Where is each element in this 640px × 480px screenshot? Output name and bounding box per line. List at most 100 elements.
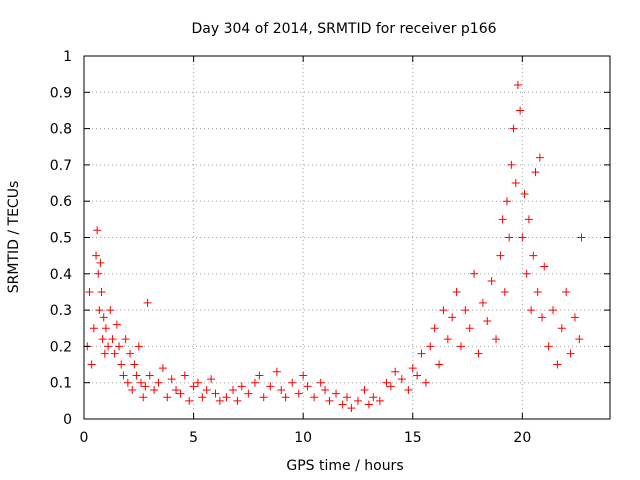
data-point [382,378,391,387]
data-point [575,335,584,344]
data-point [106,306,115,315]
data-point [281,393,290,402]
data-point [413,371,422,380]
data-point [110,349,119,358]
data-point [244,389,253,398]
data-point [95,306,104,315]
data-point [511,179,520,188]
data-point [98,335,107,344]
data-point [233,396,242,405]
x-tick-label: 0 [80,430,89,446]
data-point [540,262,549,271]
data-point [176,389,185,398]
data-point [408,364,417,373]
data-point [557,324,566,333]
data-point [259,393,268,402]
data-point [426,342,435,351]
y-tick-label: 0.4 [50,267,72,283]
data-point [207,375,216,384]
data-point [222,393,231,402]
chart-title: Day 304 of 2014, SRMTID for receiver p16… [191,21,496,37]
data-point [294,389,303,398]
data-point [128,385,137,394]
data-point [456,342,465,351]
data-point [516,106,525,115]
data-point [211,389,220,398]
y-tick-label: 0.7 [50,158,72,174]
data-point [89,324,98,333]
data-point [520,189,529,198]
data-point [123,378,132,387]
data-point [185,396,194,405]
data-point [577,233,586,242]
data-point [277,385,286,394]
data-point [502,197,511,206]
data-point [97,287,106,296]
data-point [343,393,351,402]
x-tick-label: 5 [189,430,198,446]
data-point [397,375,406,384]
data-point [533,287,542,296]
data-point [237,382,246,391]
data-point [202,385,211,394]
data-point [154,378,163,387]
data-point [470,269,479,278]
data-point [347,404,356,413]
data-point [92,251,101,260]
data-point [266,382,275,391]
data-point [364,400,373,409]
y-tick-label: 0.8 [50,122,72,138]
data-point [310,393,319,402]
data-point [369,393,378,402]
x-tick-label: 10 [294,430,312,446]
data-point [549,306,558,315]
data-point [518,233,527,242]
data-point [303,382,312,391]
data-point [158,364,167,373]
y-tick-label: 0.2 [50,339,72,355]
data-point [500,287,509,296]
data-point [553,360,562,369]
data-point [509,124,518,133]
data-point [527,306,536,315]
data-point [96,258,105,267]
plot-frame [83,55,611,420]
y-tick-label: 1 [63,49,72,65]
data-point [338,400,347,409]
data-point [104,342,113,351]
y-tick-label: 0.6 [50,194,72,210]
data-point [121,335,130,344]
data-point [562,287,571,296]
data-point [448,313,457,322]
data-point [150,385,159,394]
data-point [321,385,330,394]
data-point [478,298,487,307]
x-tick-label: 20 [513,430,531,446]
data-point [465,324,474,333]
data-point [421,378,430,387]
y-tick-label: 0.9 [50,85,72,101]
data-point [299,371,308,380]
data-point [417,349,426,358]
grid-lines [84,56,610,419]
data-point [529,251,538,260]
data-point [531,168,540,177]
data-point [353,396,362,405]
data-point [483,316,492,325]
data-point [474,349,483,358]
data-point [435,360,444,369]
data-point [130,360,139,369]
data-point [498,215,507,224]
data-point [391,367,400,376]
y-axis-label: SRMTID / TECUs [6,181,22,294]
data-point [461,306,470,315]
data-point [163,393,172,402]
data-point [288,378,297,387]
data-point [115,342,124,351]
data-point [145,371,154,380]
data-point [172,385,181,394]
data-point [189,382,198,391]
data-point [85,287,94,296]
